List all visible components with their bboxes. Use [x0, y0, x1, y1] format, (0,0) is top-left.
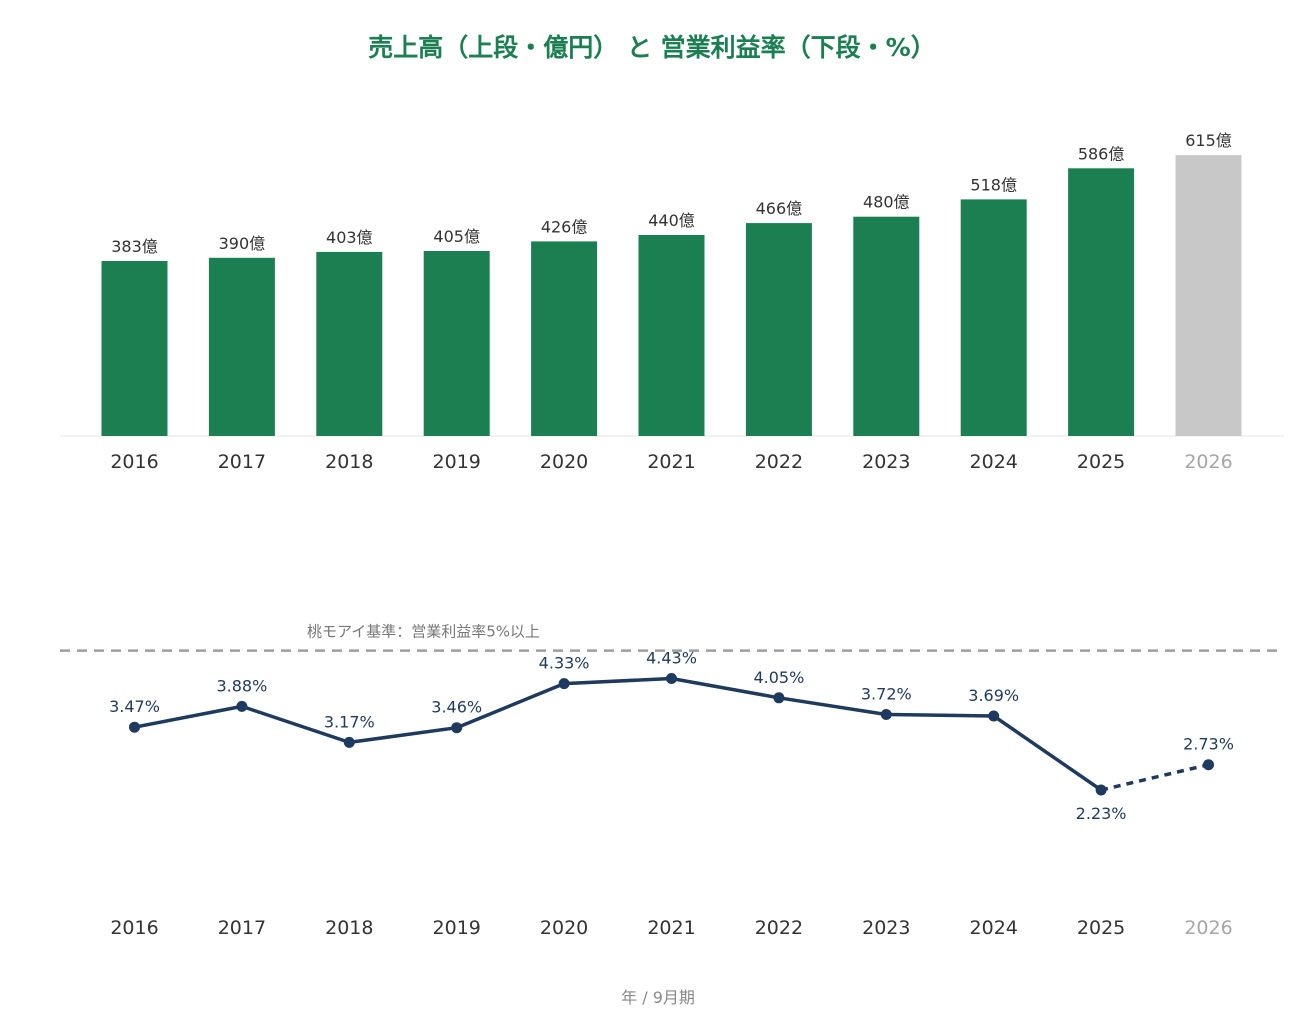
sales-bar-label-2017: 390億	[219, 234, 266, 253]
margin-point-label-2022: 4.05%	[753, 668, 804, 687]
line-x-tick-2024: 2024	[970, 917, 1018, 939]
sales-bar-2026	[1175, 155, 1242, 436]
margin-point-2018	[343, 736, 355, 748]
x-axis-footer: 年 / 9月期	[621, 988, 695, 1007]
margin-point-2021	[666, 673, 677, 684]
sales-bar-label-2022: 466億	[756, 199, 803, 218]
margin-forecast-segment	[1100, 762, 1209, 792]
sales-bar-label-2019: 405億	[433, 227, 480, 246]
line-x-tick-2016: 2016	[110, 917, 158, 939]
line-x-tick-2023: 2023	[862, 917, 910, 939]
bar-x-tick-2026: 2026	[1184, 451, 1232, 473]
sales-bar-panel: 383億 2016 390億 2017 403億 2018 405億 2019 426億 2020…	[60, 131, 1284, 473]
margin-point-label-2019: 3.46%	[431, 698, 482, 717]
margin-series-line	[134, 676, 1103, 792]
sales-bar-2020	[531, 241, 598, 436]
margin-point-label-2024: 3.69%	[968, 686, 1019, 705]
line-x-tick-2026: 2026	[1184, 917, 1232, 939]
margin-point-2022	[773, 692, 785, 704]
sales-bar-2021	[638, 235, 705, 436]
margin-point-2024	[988, 710, 1000, 722]
margin-point-label-2017: 3.88%	[216, 676, 267, 695]
line-x-tick-2020: 2020	[540, 917, 588, 939]
line-x-tick-2022: 2022	[755, 917, 803, 939]
bar-x-tick-2025: 2025	[1077, 451, 1125, 473]
sales-bar-label-2025: 586億	[1078, 144, 1125, 163]
sales-bar-2017	[208, 257, 275, 436]
margin-line-panel: 桃モアイ基準：営業利益率5%以上 3.47% 2016 3.88% 2017 3.17% 2…	[60, 623, 1284, 939]
bar-x-tick-2022: 2022	[755, 451, 803, 473]
sales-bar-label-2026: 615億	[1185, 131, 1232, 150]
bar-x-tick-2021: 2021	[647, 451, 695, 473]
margin-point-label-2020: 4.33%	[539, 654, 590, 673]
line-x-tick-2019: 2019	[433, 917, 481, 939]
margin-point-label-2018: 3.17%	[324, 712, 375, 731]
margin-point-2023	[880, 709, 892, 720]
line-x-tick-2021: 2021	[647, 917, 695, 939]
chart-title: 売上高（上段・億円） と 営業利益率（下段・%）	[368, 33, 935, 62]
sales-bar-label-2024: 518億	[970, 175, 1017, 194]
sales-bar-2022	[745, 223, 812, 436]
bar-x-tick-2019: 2019	[433, 451, 481, 473]
sales-bar-label-2016: 383億	[111, 237, 158, 256]
margin-point-label-2025: 2.23%	[1076, 804, 1127, 823]
sales-bar-2023	[853, 216, 920, 436]
bar-x-tick-2024: 2024	[970, 451, 1018, 473]
sales-bar-label-2020: 426億	[541, 217, 588, 236]
margin-point-label-2023: 3.72%	[861, 685, 912, 704]
bar-x-tick-2023: 2023	[862, 451, 910, 473]
line-x-tick-2018: 2018	[325, 917, 373, 939]
sales-bar-2025	[1068, 168, 1135, 437]
margin-point-2019	[451, 722, 463, 734]
margin-point-2016	[129, 721, 140, 733]
margin-point-label-2021: 4.43%	[646, 649, 697, 668]
margin-point-2017	[236, 700, 248, 712]
sales-bar-label-2021: 440億	[648, 211, 695, 230]
sales-bar-label-2023: 480億	[863, 193, 910, 212]
margin-point-2026	[1203, 759, 1214, 771]
reference-line-label: 桃モアイ基準：営業利益率5%以上	[307, 623, 540, 641]
bar-x-tick-2018: 2018	[325, 451, 373, 473]
margin-point-2020	[558, 678, 570, 690]
sales-bar-2024	[960, 199, 1027, 436]
line-x-tick-2017: 2017	[218, 917, 266, 939]
margin-point-label-2026: 2.73%	[1183, 735, 1234, 754]
sales-bar-2019	[423, 251, 490, 436]
line-x-tick-2025: 2025	[1077, 917, 1125, 939]
bar-x-tick-2017: 2017	[218, 451, 266, 473]
margin-point-label-2016: 3.47%	[109, 697, 160, 716]
sales-bar-label-2018: 403億	[326, 228, 373, 247]
bar-x-tick-2020: 2020	[540, 451, 588, 473]
bar-x-tick-2016: 2016	[110, 451, 158, 473]
sales-bar-2018	[316, 251, 383, 436]
margin-point-2025	[1095, 784, 1107, 796]
sales-bar-2016	[101, 261, 168, 436]
